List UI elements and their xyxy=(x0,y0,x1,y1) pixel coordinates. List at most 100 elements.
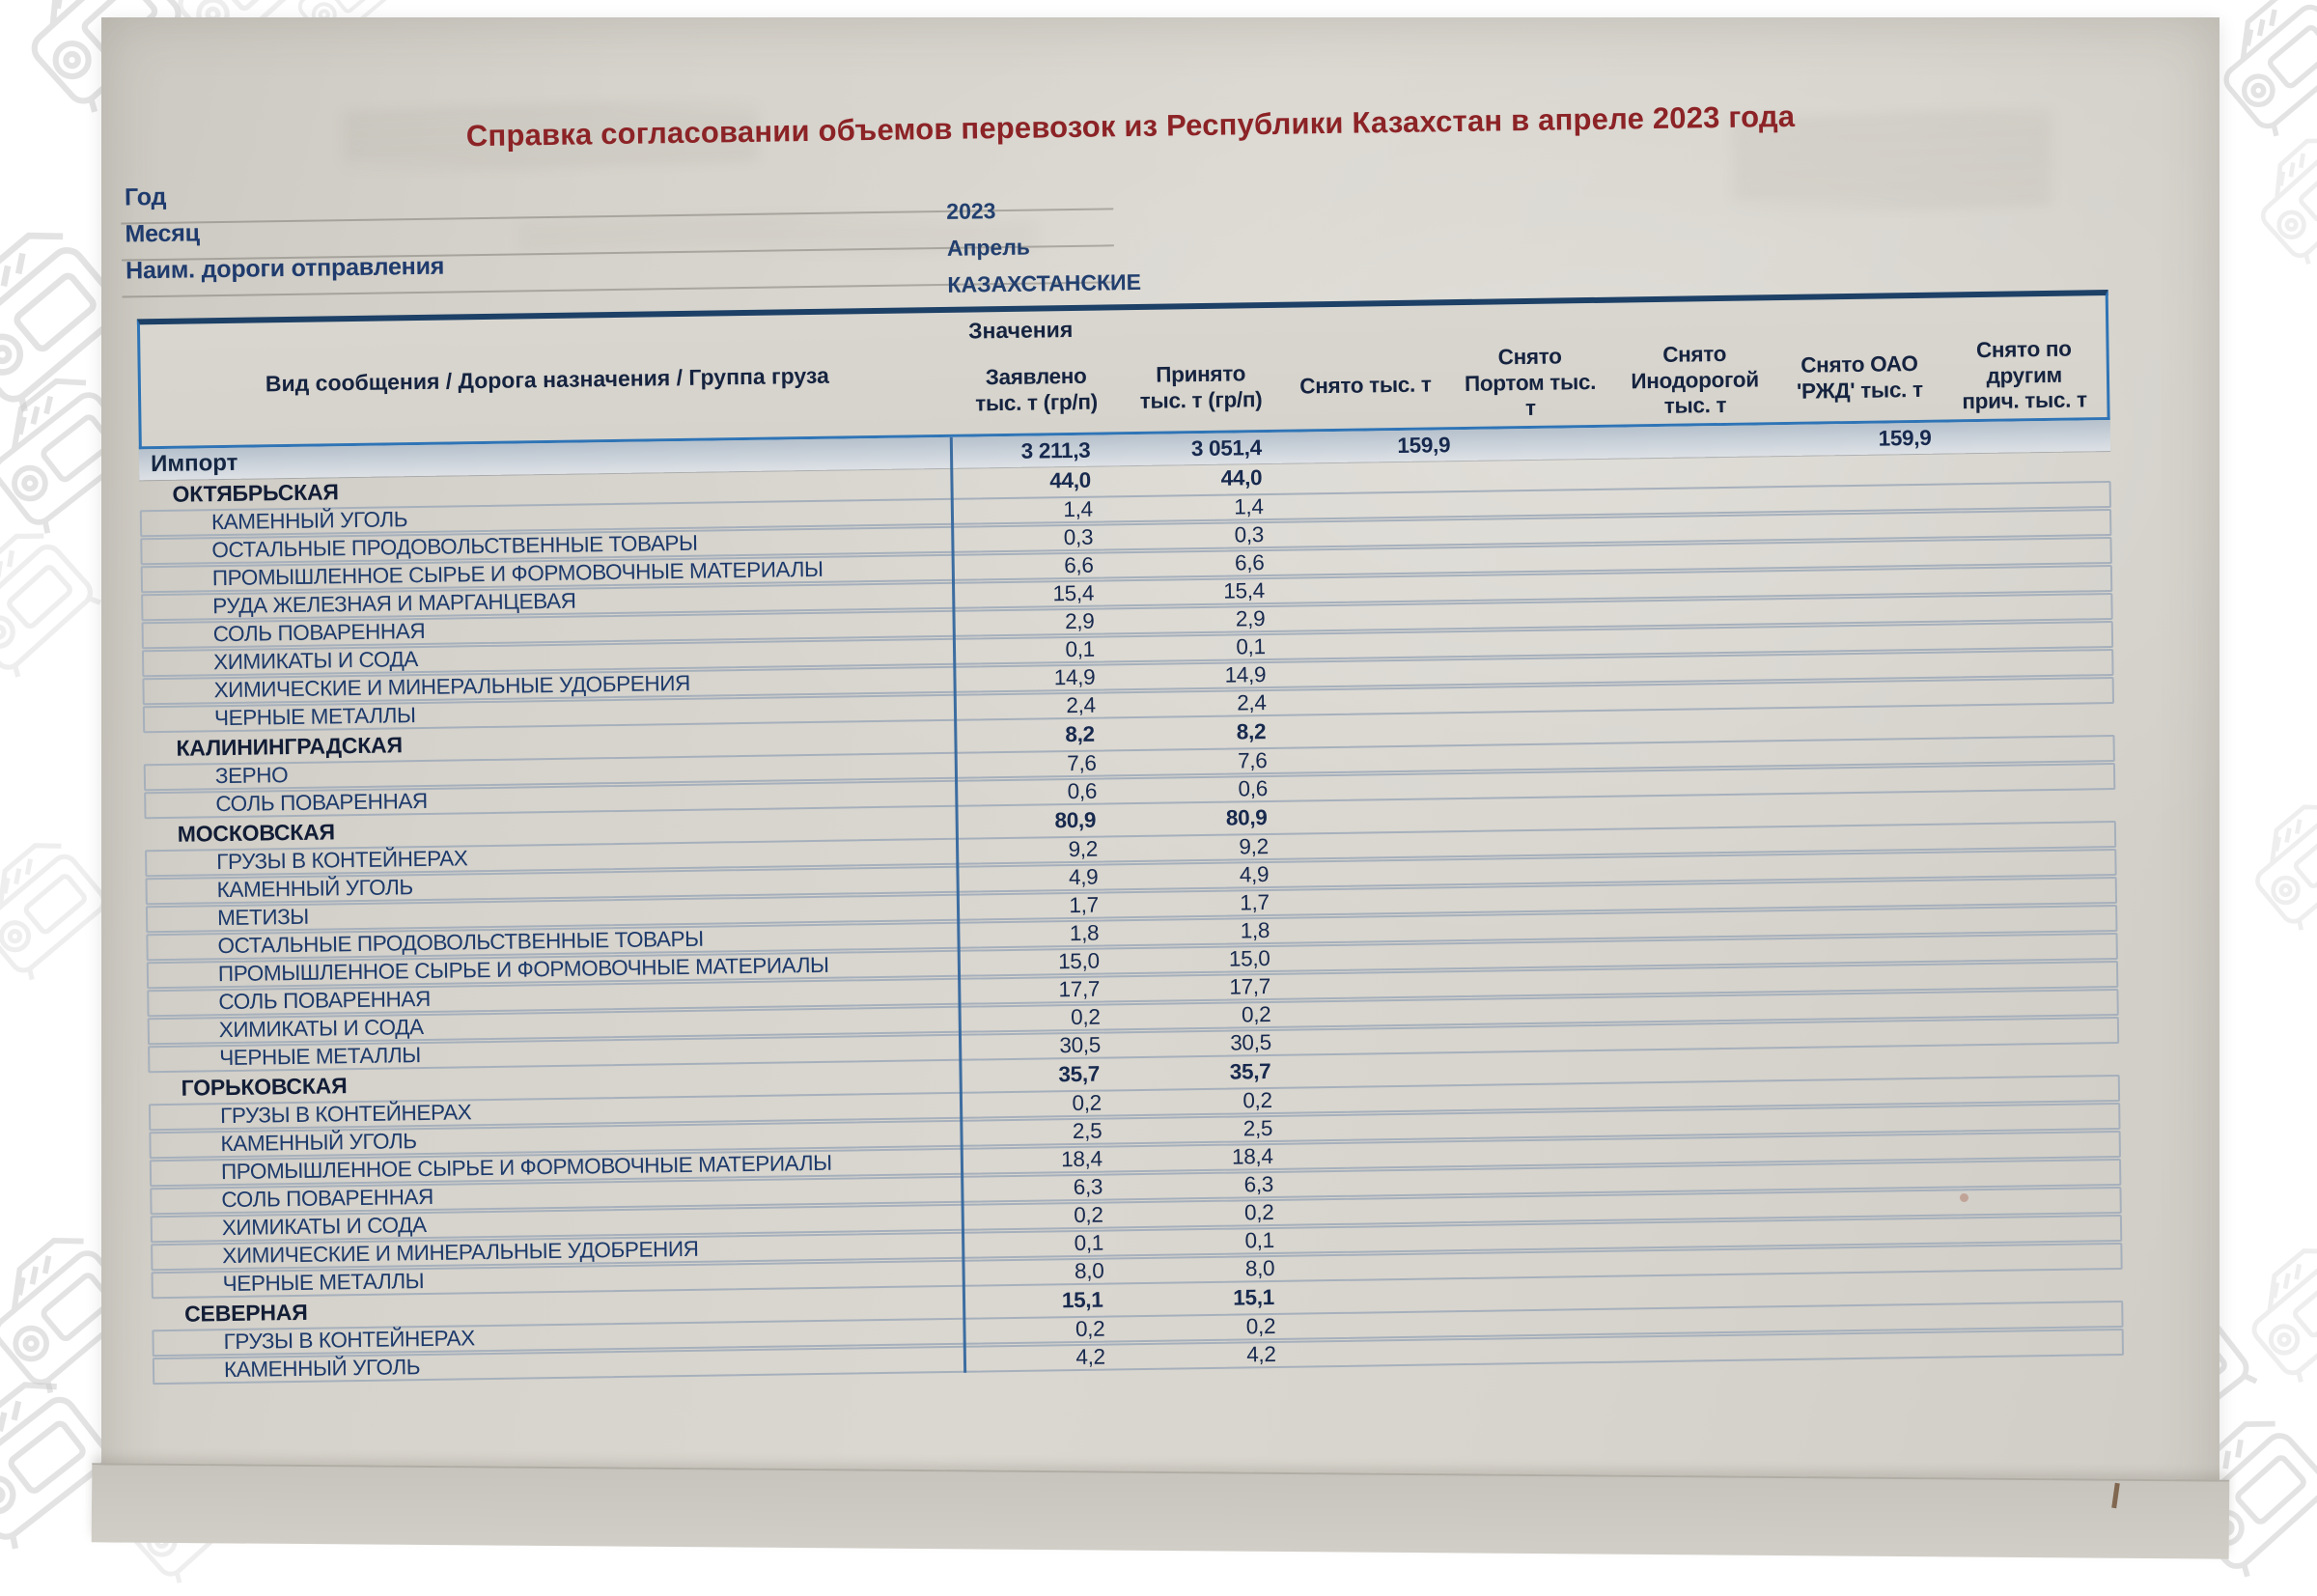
value-cell xyxy=(1478,743,1637,769)
value-cell xyxy=(1321,1000,1482,1025)
value-cell xyxy=(1639,883,1799,909)
value-column-header: Снято тыс. т xyxy=(1299,372,1432,399)
value-cell xyxy=(1316,632,1477,658)
value-cell: 44,0 xyxy=(1049,467,1092,493)
value-cell xyxy=(1952,651,2111,676)
paper-dot xyxy=(1960,1193,1968,1202)
value-cell xyxy=(1961,1189,2120,1214)
value-cell xyxy=(1319,832,1480,857)
value-cell: 2,5 xyxy=(1242,1115,1273,1141)
value-cell: 3 051,4 xyxy=(1190,435,1263,462)
value-cell xyxy=(1316,714,1478,745)
value-cell: 0,3 xyxy=(1063,524,1094,550)
value-cell: 8,0 xyxy=(1074,1258,1104,1284)
value-cell xyxy=(1801,1021,1958,1046)
value-cell: 15,1 xyxy=(1233,1284,1275,1310)
value-cell: 0,1 xyxy=(1244,1227,1275,1253)
value-cell xyxy=(1640,967,1800,993)
value-cell: 80,9 xyxy=(1054,807,1097,833)
value-cell: 17,7 xyxy=(1229,973,1271,999)
value-cell: 6,6 xyxy=(1064,552,1094,578)
value-cell: 35,7 xyxy=(1058,1061,1101,1087)
value-cell xyxy=(1644,1165,1803,1190)
value-cell xyxy=(1639,855,1799,881)
value-cell xyxy=(1796,681,1953,706)
value-cell xyxy=(1634,516,1794,541)
value-cell xyxy=(1635,628,1795,653)
value-cell xyxy=(1960,1133,2119,1158)
value-cell xyxy=(1793,453,1951,484)
value-cell: 2,9 xyxy=(1064,608,1095,634)
value-cell xyxy=(1323,1114,1484,1139)
value-cell xyxy=(1636,684,1796,709)
value-cell xyxy=(1480,885,1639,910)
value-cell xyxy=(1476,574,1635,599)
table-body: Импорт 3 211,3 3 051,4 159,9 159,9 ОКТЯБРЬСКА… xyxy=(138,420,2125,1386)
value-cell: 0,2 xyxy=(1242,1087,1272,1113)
value-cell xyxy=(1800,937,1957,962)
value-cell: 44,0 xyxy=(1220,465,1263,490)
value-cell: 1,8 xyxy=(1069,920,1100,946)
value-cell xyxy=(1793,513,1950,538)
value-cell xyxy=(1646,1307,1805,1332)
value-cell xyxy=(1637,770,1797,795)
value-cell xyxy=(1633,488,1793,513)
value-cell xyxy=(1798,793,1956,824)
value-cell: 4,9 xyxy=(1239,862,1270,887)
value-cell xyxy=(1486,1251,1645,1276)
value-cell: 15,4 xyxy=(1223,578,1266,603)
value-cell xyxy=(1956,907,2115,932)
value-cell xyxy=(1479,771,1638,797)
value-cell xyxy=(1958,991,2117,1016)
value-cell: 7,6 xyxy=(1067,750,1097,776)
value-cell: 14,9 xyxy=(1053,664,1096,690)
value-cell xyxy=(1476,602,1635,627)
value-cell xyxy=(1481,941,1640,966)
value-cell xyxy=(1961,1245,2120,1270)
value-cell xyxy=(1485,1195,1644,1220)
value-cell xyxy=(1320,888,1481,913)
value-cell xyxy=(1314,548,1475,574)
value-cell xyxy=(1950,511,2109,536)
value-cell xyxy=(1633,456,1794,487)
value-cell xyxy=(1951,567,2110,592)
value-cell xyxy=(1477,658,1636,683)
value-cell xyxy=(1324,1170,1485,1195)
show-through-smudge xyxy=(516,216,1038,251)
value-cell xyxy=(1645,1249,1804,1274)
value-cell xyxy=(1805,1332,1963,1358)
value-cell xyxy=(1637,710,1798,741)
value-cell xyxy=(1644,1193,1803,1218)
watermark-device-icon xyxy=(2226,783,2317,941)
value-cell xyxy=(1320,944,1481,969)
value-cell xyxy=(1960,1161,2119,1186)
value-cell: 0,2 xyxy=(1245,1313,1276,1339)
value-cell xyxy=(1487,1337,1646,1362)
value-cell xyxy=(1793,485,1950,510)
value-cell xyxy=(1640,911,1800,937)
watermark-device-icon xyxy=(0,507,115,690)
value-cell: 3 211,3 xyxy=(1020,437,1091,463)
value-cell xyxy=(1799,853,1956,878)
value-cell xyxy=(1318,774,1479,799)
value-cell: 0,2 xyxy=(1070,1004,1101,1030)
value-cell: 0,2 xyxy=(1075,1316,1105,1342)
value-cell: 15,0 xyxy=(1057,948,1100,974)
value-cell xyxy=(1645,1275,1805,1306)
field-label-month: Месяц xyxy=(125,219,201,248)
value-cell xyxy=(1482,997,1641,1022)
value-cell: 0,2 xyxy=(1072,1090,1103,1116)
value-cell xyxy=(1482,969,1641,994)
value-cell xyxy=(1634,544,1794,569)
value-cell xyxy=(1479,798,1639,828)
value-column-header: Снято Инодорогой тыс. т xyxy=(1631,342,1759,419)
value-cell xyxy=(1635,600,1795,625)
value-cell xyxy=(1950,420,2110,453)
value-cell xyxy=(1486,1223,1645,1248)
value-cell: 30,5 xyxy=(1059,1032,1102,1058)
value-cell xyxy=(1951,539,2110,564)
value-cell xyxy=(1956,879,2115,904)
value-cell xyxy=(1643,1137,1802,1162)
value-cell xyxy=(1484,1111,1643,1136)
field-value-departure-road: КАЗАХСТАНСКИЕ xyxy=(947,268,1142,297)
